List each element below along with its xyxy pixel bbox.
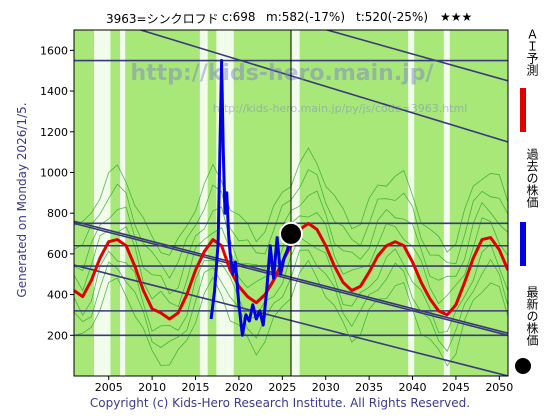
background-band [291,30,300,376]
past-price-series-line [209,59,293,337]
y-tick-label: 1200 [40,126,68,139]
y-tick-label: 1000 [40,166,68,179]
y-tick-label: 1600 [40,44,68,57]
legend-latest-marker [515,358,531,374]
copyright-footer: Copyright (c) Kids-Hero Research Institu… [89,396,471,410]
stock-code: 3963=シンクロフド [106,12,219,26]
y-tick-label: 400 [47,289,68,302]
legend-forecast-swatch [520,88,526,132]
x-tick-label: 2025 [268,381,296,394]
x-tick-label: 2040 [399,381,427,394]
y-tick-label: 600 [47,248,68,261]
watermark-url-sub: http://kids-hero.main.jp/py/js/code=3963… [213,102,468,115]
y-tick-label: 800 [47,207,68,220]
x-tick-label: 2030 [312,381,340,394]
legend-past-swatch [520,222,526,266]
background-band [216,30,226,376]
background-band [120,30,126,376]
y-tick-label: 1400 [40,85,68,98]
x-tick-label: 2050 [485,381,513,394]
background-band [93,30,111,376]
trend-line [324,30,508,82]
latest-price-point [279,221,303,246]
x-tick-label: 2045 [442,381,470,394]
x-tick-label: 2020 [225,381,253,394]
background-band [225,30,234,376]
chart-header: 3963=シンクロフド c:698 m:582(-17%) t:520(-25%… [0,0,560,30]
legend-forecast-label: ＡＩ予測 [525,28,539,76]
background-band [443,30,450,376]
y-tick-label: 200 [47,329,68,342]
rating-stars: ★★★ [440,10,473,24]
x-tick-label: 2010 [138,381,166,394]
legend-past-label: 過去の株価 [525,148,539,208]
x-tick-label: 2005 [95,381,123,394]
close-price: c:698 [222,10,256,24]
x-tick-label: 2015 [182,381,210,394]
legend-latest-label: 最新の株価 [525,286,539,346]
x-tick-label: 2035 [355,381,383,394]
watermark-url: http://kids-hero.main.jp/ [130,61,434,86]
mid-price: m:582(-17%) [266,10,346,24]
background-band [199,30,208,376]
background-band [408,30,415,376]
target-price: t:520(-25%) [356,10,429,24]
